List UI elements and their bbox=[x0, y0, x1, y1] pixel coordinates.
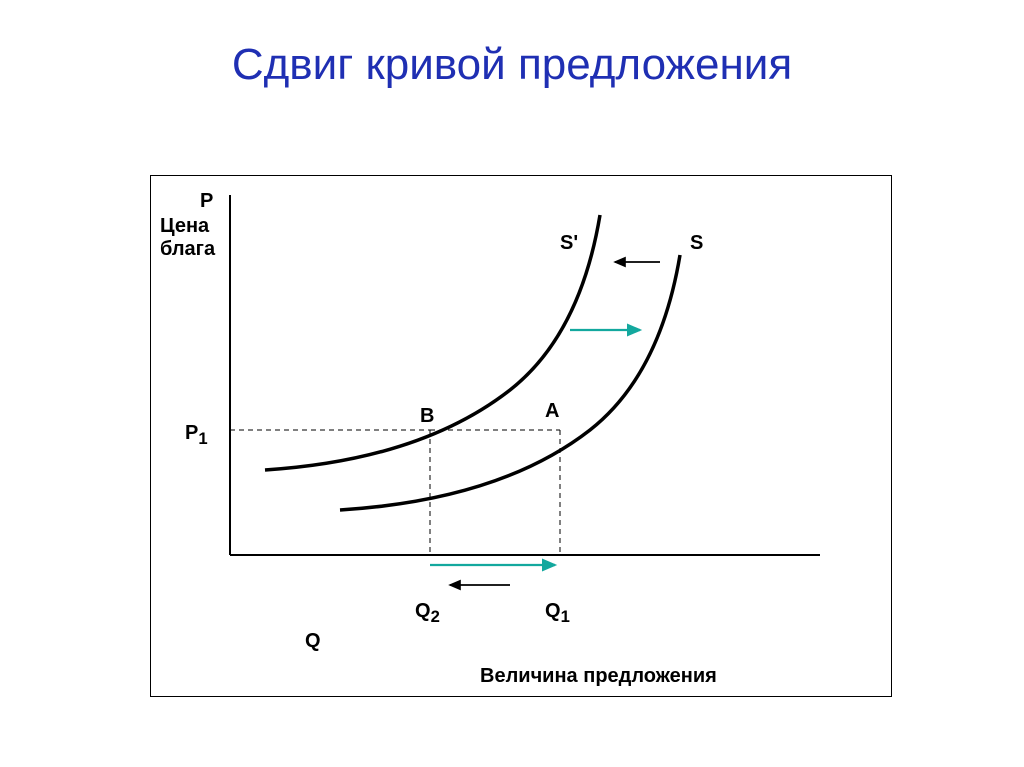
chart-svg bbox=[0, 0, 1024, 767]
label-s-prime: S' bbox=[560, 232, 578, 255]
label-point-b: B bbox=[420, 405, 434, 428]
label-p1: P1 bbox=[185, 422, 208, 449]
label-x-axis: Величина предложения bbox=[480, 665, 717, 688]
label-price: Ценаблага bbox=[160, 215, 215, 261]
label-p-axis: P bbox=[200, 190, 213, 213]
label-s: S bbox=[690, 232, 703, 255]
slide: Сдвиг кривой предложения P Ценаблага S' … bbox=[0, 0, 1024, 767]
label-q-axis: Q bbox=[305, 630, 321, 653]
label-q2: Q2 bbox=[415, 600, 440, 627]
label-q1: Q1 bbox=[545, 600, 570, 627]
label-point-a: A bbox=[545, 400, 559, 423]
